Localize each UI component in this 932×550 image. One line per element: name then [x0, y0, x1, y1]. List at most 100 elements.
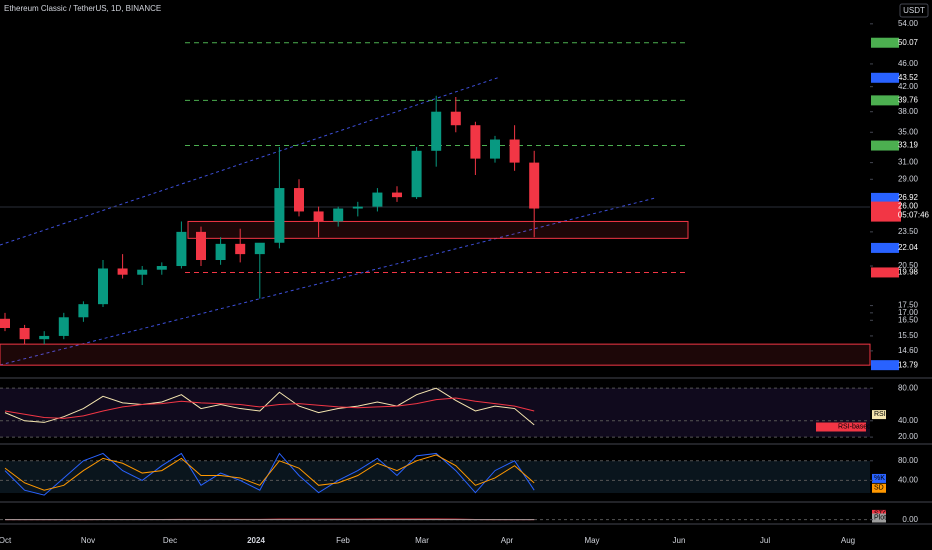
trend-line — [0, 197, 656, 366]
candle-body — [529, 162, 540, 209]
y-tick-label: 23.50 — [898, 227, 919, 236]
candle-body — [19, 327, 30, 340]
candle-body — [58, 317, 69, 336]
trend-line — [0, 76, 501, 246]
y-tick-label: 15.50 — [898, 331, 919, 340]
indicator-line — [4, 454, 535, 491]
level-tag-label: 33.19 — [898, 141, 919, 150]
candle-body — [372, 192, 383, 207]
y-tick-label: 20.50 — [898, 261, 919, 270]
y-tick-label: 42.00 — [898, 82, 919, 91]
legend-label: Plot — [874, 514, 886, 521]
indicator-line — [4, 452, 535, 496]
x-tick-label: 2024 — [247, 536, 265, 545]
candle-body — [470, 125, 481, 159]
x-tick-label: May — [584, 536, 599, 545]
level-tag — [871, 192, 899, 203]
candle-body — [294, 188, 304, 212]
legend-tag — [872, 483, 886, 493]
y-tick-label: 80.00 — [898, 456, 919, 465]
candle-body — [411, 150, 422, 198]
level-tag — [871, 37, 899, 48]
candle-body — [98, 268, 108, 305]
legend-tag — [872, 513, 886, 523]
level-tag — [871, 360, 899, 371]
y-tick-label: 54.00 — [898, 19, 919, 28]
candle-body — [78, 304, 89, 318]
y-tick-label: 35.00 — [898, 127, 919, 136]
x-tick-label: Aug — [841, 536, 855, 545]
last-price-label: 26.00 — [898, 202, 919, 211]
last-price-tag — [871, 201, 901, 222]
x-tick-label: Oct — [0, 536, 12, 545]
level-tag-label: 39.76 — [898, 95, 919, 104]
level-tag-label: 43.52 — [898, 73, 919, 82]
candle-body — [274, 188, 285, 243]
candle-body — [333, 208, 344, 222]
countdown-label: 05:07:46 — [898, 211, 930, 220]
y-tick-label: 40.00 — [898, 416, 919, 425]
level-tag — [871, 242, 899, 253]
x-tick-label: Feb — [336, 536, 350, 545]
legend-tag — [872, 473, 886, 483]
zone — [0, 343, 871, 366]
candle-body — [352, 206, 363, 209]
y-tick-label: 80.00 — [898, 383, 919, 392]
currency-button[interactable] — [899, 3, 929, 18]
y-tick-label: 20.00 — [898, 432, 919, 441]
x-tick-label: Dec — [163, 536, 177, 545]
legend-tag — [872, 410, 886, 420]
y-tick-label: 17.00 — [898, 308, 919, 317]
y-tick-label: 31.00 — [898, 158, 919, 167]
y-tick-label: 16.50 — [898, 315, 919, 324]
candle-body — [313, 211, 324, 222]
level-tag-label: 22.04 — [898, 243, 919, 252]
y-tick-label: 14.60 — [898, 346, 919, 355]
candle-body — [431, 111, 442, 151]
candle-body — [254, 242, 265, 255]
currency-label[interactable]: USDT — [903, 6, 925, 15]
x-tick-label: Jul — [760, 536, 770, 545]
level-tag-label: 13.79 — [898, 360, 919, 369]
candle-body — [117, 268, 128, 275]
candle-body — [509, 139, 520, 163]
level-tag-label: 19.98 — [898, 268, 919, 277]
candle-body — [156, 266, 167, 270]
candle-body — [0, 318, 10, 328]
level-tag — [871, 267, 899, 278]
legend-label: %K — [874, 475, 885, 482]
candle-body — [235, 243, 246, 255]
candle-body — [490, 139, 500, 159]
candle-body — [450, 111, 461, 126]
x-tick-label: Mar — [415, 536, 429, 545]
y-tick-label: 40.00 — [898, 476, 919, 485]
x-tick-label: Jun — [673, 536, 686, 545]
legend-label: SD — [874, 485, 884, 492]
legend-label: RSI-based MA — [838, 423, 884, 430]
y-tick-label: 38.00 — [898, 107, 919, 116]
legend-label: RSI — [874, 411, 886, 418]
candle-body — [215, 243, 226, 260]
x-tick-label: Apr — [501, 536, 514, 545]
y-tick-label: 46.00 — [898, 59, 919, 68]
level-tag-label: 26.92 — [898, 193, 919, 202]
candle-body — [39, 335, 50, 340]
zone — [187, 220, 689, 239]
stoch-band — [0, 461, 870, 493]
y-tick-label: 0.00 — [902, 515, 918, 524]
candle-body — [196, 231, 206, 260]
level-tag — [871, 140, 899, 151]
level-tag — [871, 72, 899, 83]
y-tick-label: 29.00 — [898, 174, 919, 183]
indicator-line — [4, 387, 535, 426]
level-tag — [871, 95, 899, 106]
y-tick-label: 17.50 — [898, 301, 919, 310]
candle-body — [137, 269, 148, 275]
indicator-line — [4, 397, 535, 419]
chart-title: Ethereum Classic / TetherUS, 1D, BINANCE — [4, 4, 161, 13]
candle-body — [176, 231, 187, 267]
rsi-band — [0, 388, 870, 437]
candle-body — [392, 192, 402, 198]
